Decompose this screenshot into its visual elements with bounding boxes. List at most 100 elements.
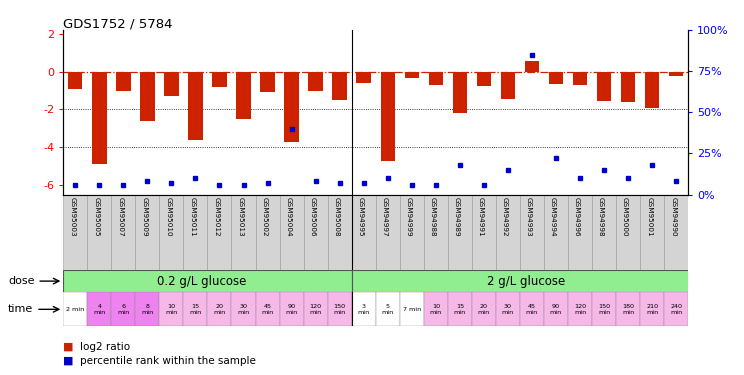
Bar: [448, 195, 472, 270]
Bar: [333, 72, 347, 100]
Bar: [159, 292, 184, 326]
Text: GSM94999: GSM94999: [405, 197, 411, 237]
Bar: [669, 72, 684, 76]
Text: 6
min: 6 min: [118, 304, 129, 315]
Text: GSM95009: GSM95009: [141, 197, 147, 237]
Text: 90
min: 90 min: [550, 304, 562, 315]
Bar: [400, 195, 424, 270]
Bar: [135, 292, 159, 326]
Bar: [405, 72, 419, 78]
Text: 45
min: 45 min: [526, 304, 538, 315]
Bar: [621, 72, 635, 102]
Text: GSM94996: GSM94996: [574, 197, 580, 237]
Bar: [212, 72, 227, 87]
Text: 4
min: 4 min: [93, 304, 106, 315]
Bar: [520, 195, 544, 270]
Bar: [501, 72, 515, 99]
Text: ■: ■: [63, 342, 74, 352]
Bar: [496, 292, 520, 326]
Bar: [159, 195, 184, 270]
Text: time: time: [8, 304, 59, 314]
Bar: [472, 195, 496, 270]
Bar: [544, 195, 568, 270]
Bar: [112, 195, 135, 270]
Bar: [208, 195, 231, 270]
Bar: [597, 72, 612, 101]
Text: GSM94990: GSM94990: [670, 197, 676, 237]
Text: GSM94994: GSM94994: [550, 197, 556, 237]
Text: 30
min: 30 min: [237, 304, 250, 315]
Bar: [68, 72, 83, 88]
Text: 15
min: 15 min: [189, 304, 202, 315]
Bar: [616, 292, 640, 326]
Bar: [664, 195, 688, 270]
Text: GSM94993: GSM94993: [526, 197, 532, 237]
Bar: [255, 292, 280, 326]
Bar: [280, 195, 304, 270]
Text: GSM94998: GSM94998: [598, 197, 604, 237]
Text: 10
min: 10 min: [430, 304, 442, 315]
Bar: [304, 195, 327, 270]
Text: GSM95012: GSM95012: [214, 197, 219, 237]
Text: 5
min: 5 min: [382, 304, 394, 315]
Text: GSM95011: GSM95011: [190, 197, 196, 237]
Text: 20
min: 20 min: [214, 304, 225, 315]
Bar: [472, 292, 496, 326]
Bar: [164, 72, 179, 96]
Bar: [327, 292, 352, 326]
Text: GSM95002: GSM95002: [262, 197, 268, 237]
Bar: [327, 195, 352, 270]
Text: 2 min: 2 min: [66, 307, 84, 312]
Bar: [496, 195, 520, 270]
Bar: [231, 292, 255, 326]
Bar: [544, 292, 568, 326]
Text: 7 min: 7 min: [403, 307, 421, 312]
Text: GSM95013: GSM95013: [237, 197, 243, 237]
Bar: [231, 195, 255, 270]
Text: GSM95005: GSM95005: [93, 197, 99, 237]
Bar: [592, 292, 616, 326]
Bar: [424, 292, 448, 326]
Bar: [87, 195, 112, 270]
Text: 120
min: 120 min: [310, 304, 321, 315]
Text: percentile rank within the sample: percentile rank within the sample: [80, 356, 256, 366]
Bar: [87, 292, 112, 326]
Bar: [429, 72, 443, 85]
Text: 180
min: 180 min: [622, 304, 634, 315]
Bar: [525, 61, 539, 72]
Text: 20
min: 20 min: [478, 304, 490, 315]
Text: 2 g/L glucose: 2 g/L glucose: [487, 274, 565, 288]
Bar: [645, 72, 659, 108]
Bar: [208, 292, 231, 326]
Bar: [640, 292, 664, 326]
Text: ■: ■: [63, 356, 74, 366]
Text: GSM94992: GSM94992: [502, 197, 508, 237]
Text: GSM94991: GSM94991: [478, 197, 484, 237]
Text: 15
min: 15 min: [454, 304, 466, 315]
Bar: [640, 195, 664, 270]
Text: GSM94989: GSM94989: [454, 197, 460, 237]
Text: 30
min: 30 min: [501, 304, 514, 315]
Text: 150
min: 150 min: [598, 304, 610, 315]
Bar: [135, 195, 159, 270]
Bar: [400, 292, 424, 326]
Text: GSM95004: GSM95004: [286, 197, 292, 237]
Bar: [304, 292, 327, 326]
Text: 0.2 g/L glucose: 0.2 g/L glucose: [157, 274, 246, 288]
Text: 45
min: 45 min: [261, 304, 274, 315]
Bar: [448, 292, 472, 326]
Bar: [63, 195, 87, 270]
Bar: [452, 72, 467, 113]
Text: GSM94997: GSM94997: [382, 197, 388, 237]
Text: 120
min: 120 min: [574, 304, 586, 315]
Bar: [280, 292, 304, 326]
Bar: [376, 292, 400, 326]
Bar: [376, 195, 400, 270]
Bar: [352, 195, 376, 270]
Bar: [477, 72, 491, 86]
Bar: [549, 72, 563, 84]
Bar: [520, 292, 544, 326]
Bar: [568, 195, 592, 270]
Bar: [380, 72, 395, 160]
Text: GSM95000: GSM95000: [622, 197, 628, 237]
